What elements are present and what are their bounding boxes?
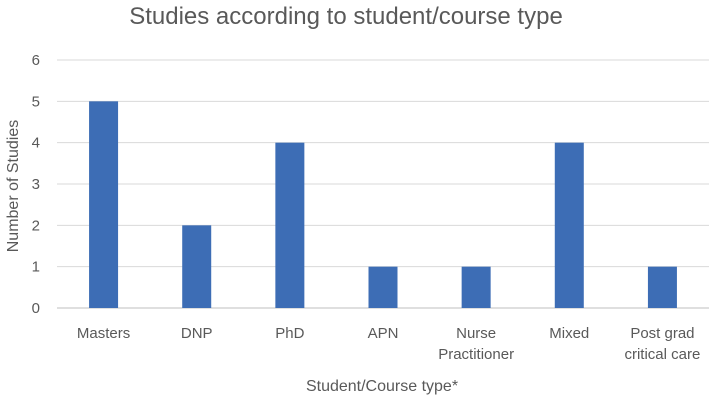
x-tick-label: Practitioner bbox=[438, 346, 514, 363]
x-tick-label: Mixed bbox=[549, 325, 589, 342]
chart-title: Studies according to student/course type bbox=[129, 3, 563, 30]
bar bbox=[275, 142, 305, 308]
x-tick-label: DNP bbox=[181, 325, 213, 342]
x-axis-title: Student/Course type* bbox=[306, 378, 458, 395]
y-tick-label: 4 bbox=[32, 135, 40, 152]
x-tick-label: Nurse bbox=[456, 325, 496, 342]
y-tick-label: 2 bbox=[32, 217, 40, 234]
bar bbox=[554, 142, 584, 308]
bar bbox=[89, 101, 119, 308]
x-tick-label: PhD bbox=[275, 325, 304, 342]
y-tick-label: 3 bbox=[32, 176, 40, 193]
y-axis-ticks: 0 1 2 3 4 5 6 bbox=[32, 52, 40, 317]
y-tick-label: 6 bbox=[32, 52, 40, 69]
bar bbox=[461, 266, 491, 308]
x-tick-label: Masters bbox=[77, 325, 130, 342]
bar bbox=[182, 225, 212, 308]
y-axis-title: Number of Studies bbox=[5, 120, 22, 253]
bar bbox=[368, 266, 398, 308]
x-tick-label: critical care bbox=[624, 346, 700, 363]
y-tick-label: 5 bbox=[32, 93, 40, 110]
x-tick-label: APN bbox=[368, 325, 399, 342]
gridlines bbox=[57, 59, 709, 309]
bar bbox=[647, 266, 677, 308]
x-tick-label: Post grad bbox=[630, 325, 694, 342]
bars bbox=[89, 101, 677, 308]
x-axis-ticks: Masters DNP PhD APN Nurse Practitioner Mixed Po… bbox=[77, 325, 700, 363]
y-tick-label: 1 bbox=[32, 259, 40, 276]
y-tick-label: 0 bbox=[32, 300, 40, 317]
